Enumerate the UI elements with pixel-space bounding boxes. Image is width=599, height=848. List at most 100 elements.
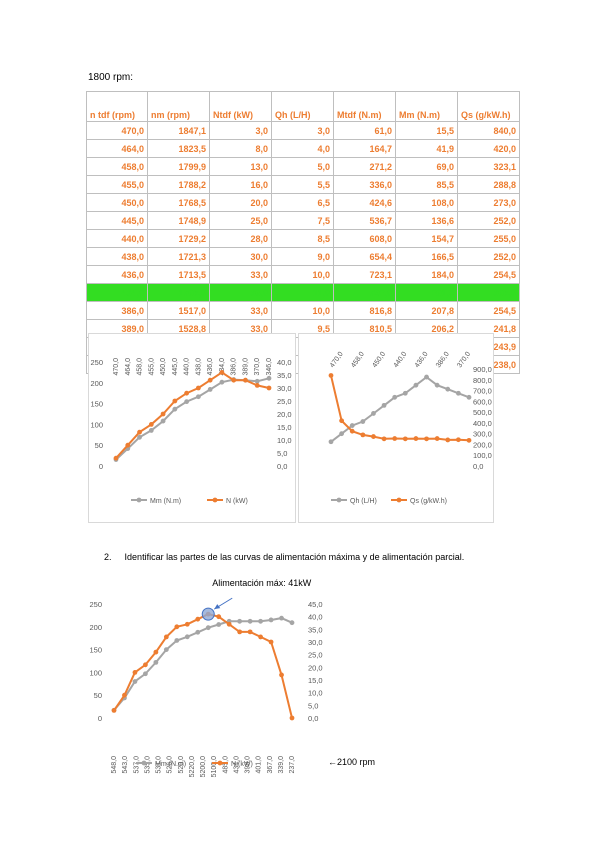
x-tick-label: 346,0 [266, 358, 273, 376]
y-left-tick-label: 50 [94, 691, 102, 700]
data-point [402, 390, 408, 396]
table-cell: 9,0 [271, 247, 334, 266]
data-point [247, 618, 253, 624]
table-cell: 3,0 [209, 121, 272, 140]
y-right-tick-label: 25,0 [277, 397, 292, 406]
table-cell: 254,5 [457, 301, 520, 320]
y-left-tick-label: 0 [98, 714, 102, 723]
table-cell: 1847,1 [147, 121, 210, 140]
x-tick-label: 370,0 [456, 351, 472, 369]
y-right-tick-label: 100,0 [473, 451, 492, 460]
x-tick-label: 436,0 [414, 351, 430, 369]
y-right-tick-label: 500,0 [473, 408, 492, 417]
y-left-tick-label: 250 [89, 600, 102, 609]
table-cell: 13,0 [209, 157, 272, 176]
x-tick-label: 470,0 [329, 351, 345, 369]
table-cell: 25,0 [209, 211, 272, 230]
x-tick-label: 5100,0 [211, 756, 218, 778]
data-point [247, 629, 253, 635]
y-right-tick-label: 900,0 [473, 365, 492, 374]
table-cell: 33,0 [209, 265, 272, 284]
data-point [163, 647, 169, 652]
table-cell: 723,1 [333, 265, 396, 284]
x-tick-label: 450,0 [160, 358, 167, 376]
table-cell: 28,0 [209, 229, 272, 248]
chart-torque-power: 250 200 150 100 50 0 40,0 35,0 30,0 25,0 20,0 15,0 1… [88, 333, 296, 523]
y-left-tick-label: 100 [90, 420, 103, 429]
data-point [153, 659, 159, 665]
data-point [195, 616, 201, 622]
section-heading: 1800 rpm: [88, 72, 134, 83]
y-left-tick-label: 150 [89, 646, 102, 655]
y-right-tick-label: 35,0 [277, 371, 292, 380]
table-row: 458,0 1799,9 13,0 5,0 271,2 69,0 323,1 [86, 157, 520, 176]
table-cell: 5,0 [271, 157, 334, 176]
data-point [381, 402, 387, 408]
data-point [328, 373, 334, 378]
y-right-tick-label: 0,0 [473, 462, 483, 471]
y-right-tick-label: 15,0 [277, 423, 292, 432]
table-row: 434,0 1705,6 36,0 11,0 792,0 201,5 305,6 [86, 283, 520, 302]
table-cell: 254,5 [457, 265, 520, 284]
table-cell: 1788,2 [147, 175, 210, 194]
table-cell: 33,0 [209, 301, 272, 320]
table-cell: 654,4 [333, 247, 396, 266]
table-cell: 816,8 [333, 301, 396, 320]
footnote-rpm: ←2100 rpm [328, 757, 376, 767]
legend-label: Qh (L/H) [350, 498, 377, 505]
table-cell: 20,0 [209, 193, 272, 212]
data-point [195, 394, 201, 400]
x-tick-label: 537,0 [133, 756, 140, 774]
data-point [219, 379, 225, 385]
data-point [455, 437, 461, 443]
data-point [266, 375, 272, 381]
x-tick-label: 5200,0 [200, 756, 207, 778]
table-cell: 207,8 [395, 301, 458, 320]
data-point [125, 442, 131, 448]
y-right-tick-label: 20,0 [308, 663, 323, 672]
x-tick-label: 434,0 [219, 358, 226, 376]
table-cell: 41,9 [395, 139, 458, 158]
data-point [339, 418, 345, 424]
table-cell: 8,5 [271, 229, 334, 248]
y-right-tick-label: 200,0 [473, 440, 492, 449]
data-point [184, 399, 190, 405]
x-tick-label: 401,0 [256, 756, 263, 774]
table-cell: 840,0 [457, 121, 520, 140]
question-2: 2. Identificar las partes de las curvas … [104, 552, 464, 562]
data-point [424, 374, 429, 380]
table-cell: 445,0 [86, 211, 148, 230]
table-cell: 252,0 [457, 247, 520, 266]
x-tick-label: 339,0 [278, 756, 285, 774]
data-point [132, 670, 138, 675]
question-number: 2. [104, 552, 112, 562]
y-right-tick-label: 25,0 [308, 651, 323, 660]
data-point [413, 382, 419, 388]
table-cell: 458,0 [86, 157, 148, 176]
table-cell: 386,0 [86, 301, 148, 320]
x-tick-label: 450,0 [371, 351, 387, 369]
x-tick-label: 543,0 [122, 756, 129, 774]
x-tick-label: 464,0 [125, 358, 132, 376]
table-cell: 3,0 [271, 121, 334, 140]
data-point [279, 672, 284, 678]
y-right-tick-label: 400,0 [473, 419, 492, 428]
y-left-tick-label: 200 [89, 623, 102, 632]
y-left-tick-label: 50 [95, 441, 103, 450]
data-point [184, 390, 190, 396]
legend-label: Mm (N.m) [155, 761, 186, 768]
x-tick-label: 438,0 [195, 358, 202, 376]
question-text: Identificar las partes de las curvas de … [124, 552, 465, 562]
table-cell: 470,0 [86, 121, 148, 140]
data-point [137, 429, 142, 435]
data-point [349, 423, 355, 428]
table-cell: 166,5 [395, 247, 458, 266]
data-point [268, 617, 274, 623]
data-point [258, 634, 263, 640]
table-cell: 184,0 [395, 265, 458, 284]
data-point [216, 614, 222, 620]
chart-torque-power-svg: 250 200 150 100 50 0 40,0 35,0 30,0 25,0 20,0 15,0 1… [90, 358, 292, 505]
x-tick-label: 455,0 [148, 358, 155, 376]
data-point [254, 378, 260, 384]
